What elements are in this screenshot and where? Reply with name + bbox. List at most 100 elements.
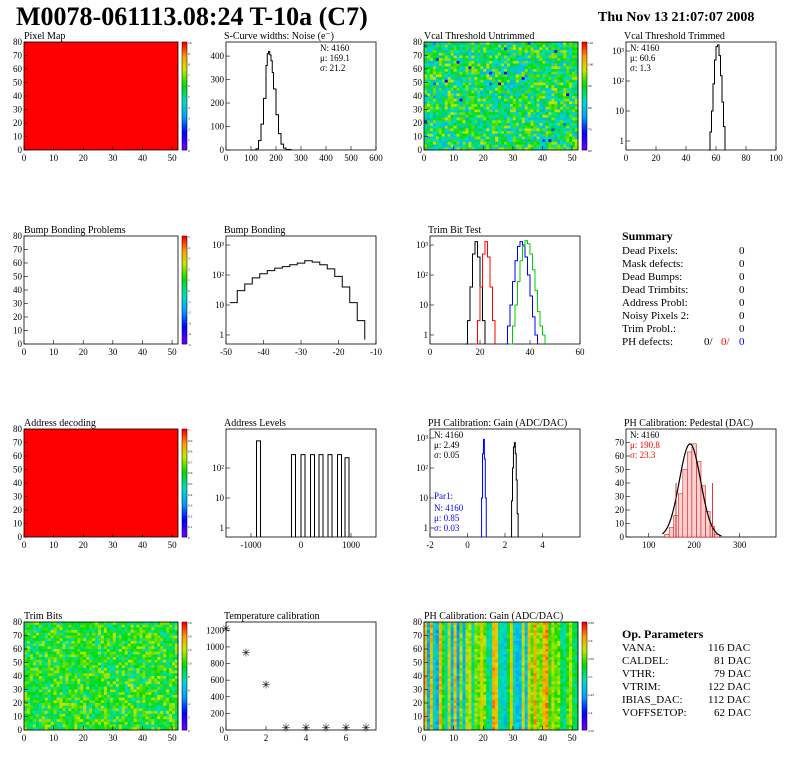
x-tick-label: 40: [538, 733, 548, 743]
y-tick-label: 400: [211, 51, 225, 61]
summary-label: Noisy Pixels 2:: [622, 310, 690, 322]
scatter-point: ✳: [221, 624, 230, 636]
y-tick-label: 10: [419, 300, 429, 310]
x-tick-label: -30: [295, 347, 307, 357]
chart-title: Trim Bit Test: [428, 225, 481, 236]
page-title: M0078-061113.08:24 T-10a (C7): [16, 2, 368, 31]
plot-frame: [23, 235, 179, 345]
palette-tick-label: 0.2: [188, 514, 193, 518]
y-tick-label: 20: [13, 698, 23, 708]
scatter-point: ✳: [261, 679, 270, 691]
summary-value: 0/: [704, 336, 713, 348]
summary-value: 0: [739, 271, 745, 283]
panel-scurve-widths: S-Curve widths: Noise (e⁻) 0 100 200 300 400 5…: [196, 30, 392, 170]
y-tick-label: 0: [18, 145, 23, 155]
pedestal-bar: [705, 511, 711, 538]
y-tick-label: 60: [13, 64, 23, 74]
palette-tick-label: 110: [588, 41, 593, 45]
palette-tick-label: 6: [188, 84, 190, 88]
plot-area: [23, 428, 179, 538]
pedestal-bar: [687, 451, 693, 538]
palette-tick-label: 0: [188, 536, 190, 540]
x-tick-label: 40: [526, 347, 536, 357]
address-peak: [256, 440, 261, 537]
y-tick-label: 50: [413, 658, 423, 668]
x-tick-label: 0: [422, 153, 427, 163]
scatter-point: ✳: [241, 648, 250, 660]
summary-label: Dead Bumps:: [622, 271, 683, 283]
panel-address-decoding: Address decoding 1 0.9 0.8 0.7 0.6 0.5 0.4 0.3 0.…: [0, 417, 196, 557]
palette-tick-label: 1: [188, 428, 190, 432]
y-tick-label: 10: [13, 712, 23, 722]
scatter-point: ✳: [301, 723, 310, 735]
chart-title: Vcal Threshold Trimmed: [624, 31, 725, 42]
y-tick-label: 10: [413, 132, 423, 142]
y-tick-label: 60: [13, 451, 23, 461]
x-tick-label: 20: [479, 733, 489, 743]
palette-tick-label: 2.4: [588, 711, 593, 715]
palette-tick-label: 0.8: [188, 450, 193, 454]
palette-tick-label: 0.6: [188, 471, 193, 475]
x-tick-label: 300: [733, 540, 747, 550]
y-tick-label: 1: [620, 136, 625, 146]
pedestal-bar: [682, 469, 688, 538]
stats-line: N: 4160: [434, 430, 464, 440]
color-palette: [581, 41, 588, 151]
stats-line: σ: 21.2: [320, 63, 345, 73]
scatter-point: ✳: [321, 723, 330, 735]
op-param-label: VOFFSETOP:: [622, 707, 687, 719]
y-tick-label: 70: [413, 51, 423, 61]
op-param-value: 116 DAC: [708, 642, 751, 654]
stats-line: μ: 60.6: [630, 53, 656, 63]
x-tick-label: 0: [624, 153, 629, 163]
panel-ph-pedestal: PH Calibration: Pedestal (DAC) 100 200 300 0…: [596, 417, 792, 557]
y-tick-label: 1: [424, 330, 429, 340]
pedestal-bar: [664, 534, 670, 538]
y-tick-label: 50: [13, 78, 23, 88]
op-param-label: IBIAS_DAC:: [622, 694, 683, 706]
x-tick-label: 0: [422, 733, 427, 743]
stats-line: σ: 1.3: [630, 63, 651, 73]
histogram-series: [480, 438, 487, 538]
x-tick-label: 6: [344, 733, 349, 743]
x-tick-label: 30: [508, 153, 517, 163]
plot-area: [423, 41, 579, 151]
y-tick-label: 40: [13, 478, 23, 488]
y-tick-label: 100: [211, 122, 225, 132]
palette-tick-label: 0: [188, 729, 190, 733]
y-tick-label: 10: [13, 519, 23, 529]
op-param-label: VTHR:: [622, 668, 655, 680]
x-tick-label: 40: [138, 153, 148, 163]
histogram-series: [510, 240, 546, 345]
x-tick-label: 20: [79, 347, 89, 357]
op-param-label: VANA:: [622, 642, 656, 654]
palette-tick-label: 8: [188, 63, 190, 67]
palette-tick-label: 9: [188, 52, 190, 56]
op-param-value: 112 DAC: [708, 694, 751, 706]
summary-heading: Summary: [622, 229, 673, 243]
y-tick-label: 30: [13, 685, 23, 695]
op-param-value: 79 DAC: [714, 668, 751, 680]
y-tick-label: 30: [13, 105, 23, 115]
palette-tick-label: 7: [188, 73, 190, 77]
pedestal-bar: [678, 493, 684, 538]
y-tick-label: 70: [13, 245, 23, 255]
x-tick-label: 0: [22, 153, 27, 163]
palette-tick-label: 8: [188, 675, 190, 679]
y-tick-label: 10: [13, 326, 23, 336]
x-tick-label: 4: [304, 733, 309, 743]
scatter-point: ✳: [281, 723, 290, 735]
palette-tick-label: 2: [188, 127, 190, 131]
y-tick-label: 60: [413, 64, 423, 74]
y-tick-label: 0: [418, 145, 423, 155]
y-tick-label: 20: [615, 505, 625, 515]
plot-frame: [225, 621, 377, 731]
summary-value: 0: [739, 323, 745, 335]
y-tick-label: 60: [13, 644, 23, 654]
palette-tick-label: 3: [188, 117, 190, 121]
chart-title: Vcal Threshold Untrimmed: [424, 31, 534, 42]
y-tick-label: 10³: [416, 433, 428, 443]
palette-tick-label: 2.5: [588, 675, 593, 679]
x-tick-label: 0: [299, 540, 304, 550]
histogram-series: [475, 241, 496, 345]
